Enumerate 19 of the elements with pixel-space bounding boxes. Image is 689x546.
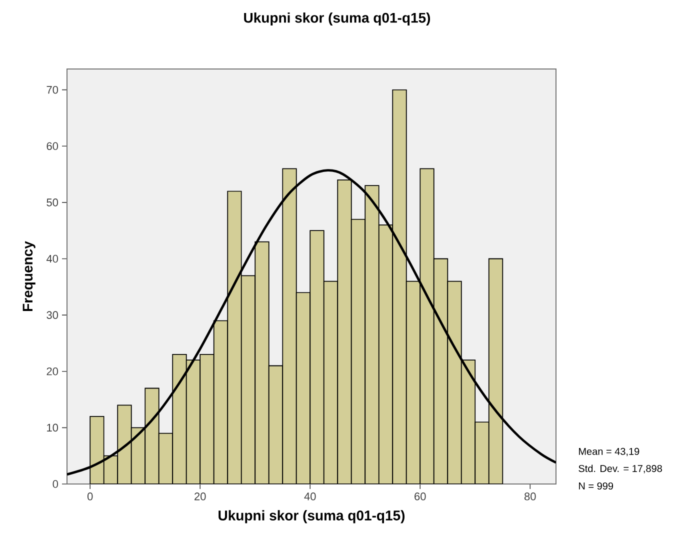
y-tick-label: 50 (46, 198, 58, 206)
x-tick-label: 80 (524, 492, 536, 500)
text: N = 999 (579, 482, 614, 490)
text: Std. Dev. = 17,898 (578, 464, 662, 474)
y-tick-label: 60 (46, 142, 58, 150)
y-tick-label: 30 (46, 311, 58, 319)
x-tick-label: 60 (414, 492, 426, 500)
chart-title: Ukupni skor (suma q01-q15) (244, 12, 430, 26)
x-tick-label: 40 (304, 492, 316, 500)
x-tick-label: 20 (194, 492, 206, 500)
x-axis-title: Ukupni skor (suma q01-q15) (218, 510, 405, 524)
y-tick-label: 20 (46, 367, 58, 376)
x-tick-label: 0 (87, 492, 93, 500)
y-tick-label: 10 (47, 424, 58, 432)
text: Mean = 43,19 (579, 448, 640, 456)
y-tick-label: 70 (46, 86, 58, 94)
y-tick-label: 40 (46, 254, 58, 263)
y-tick-label: 0 (52, 480, 58, 488)
y-axis-title: Frequency (22, 241, 36, 311)
